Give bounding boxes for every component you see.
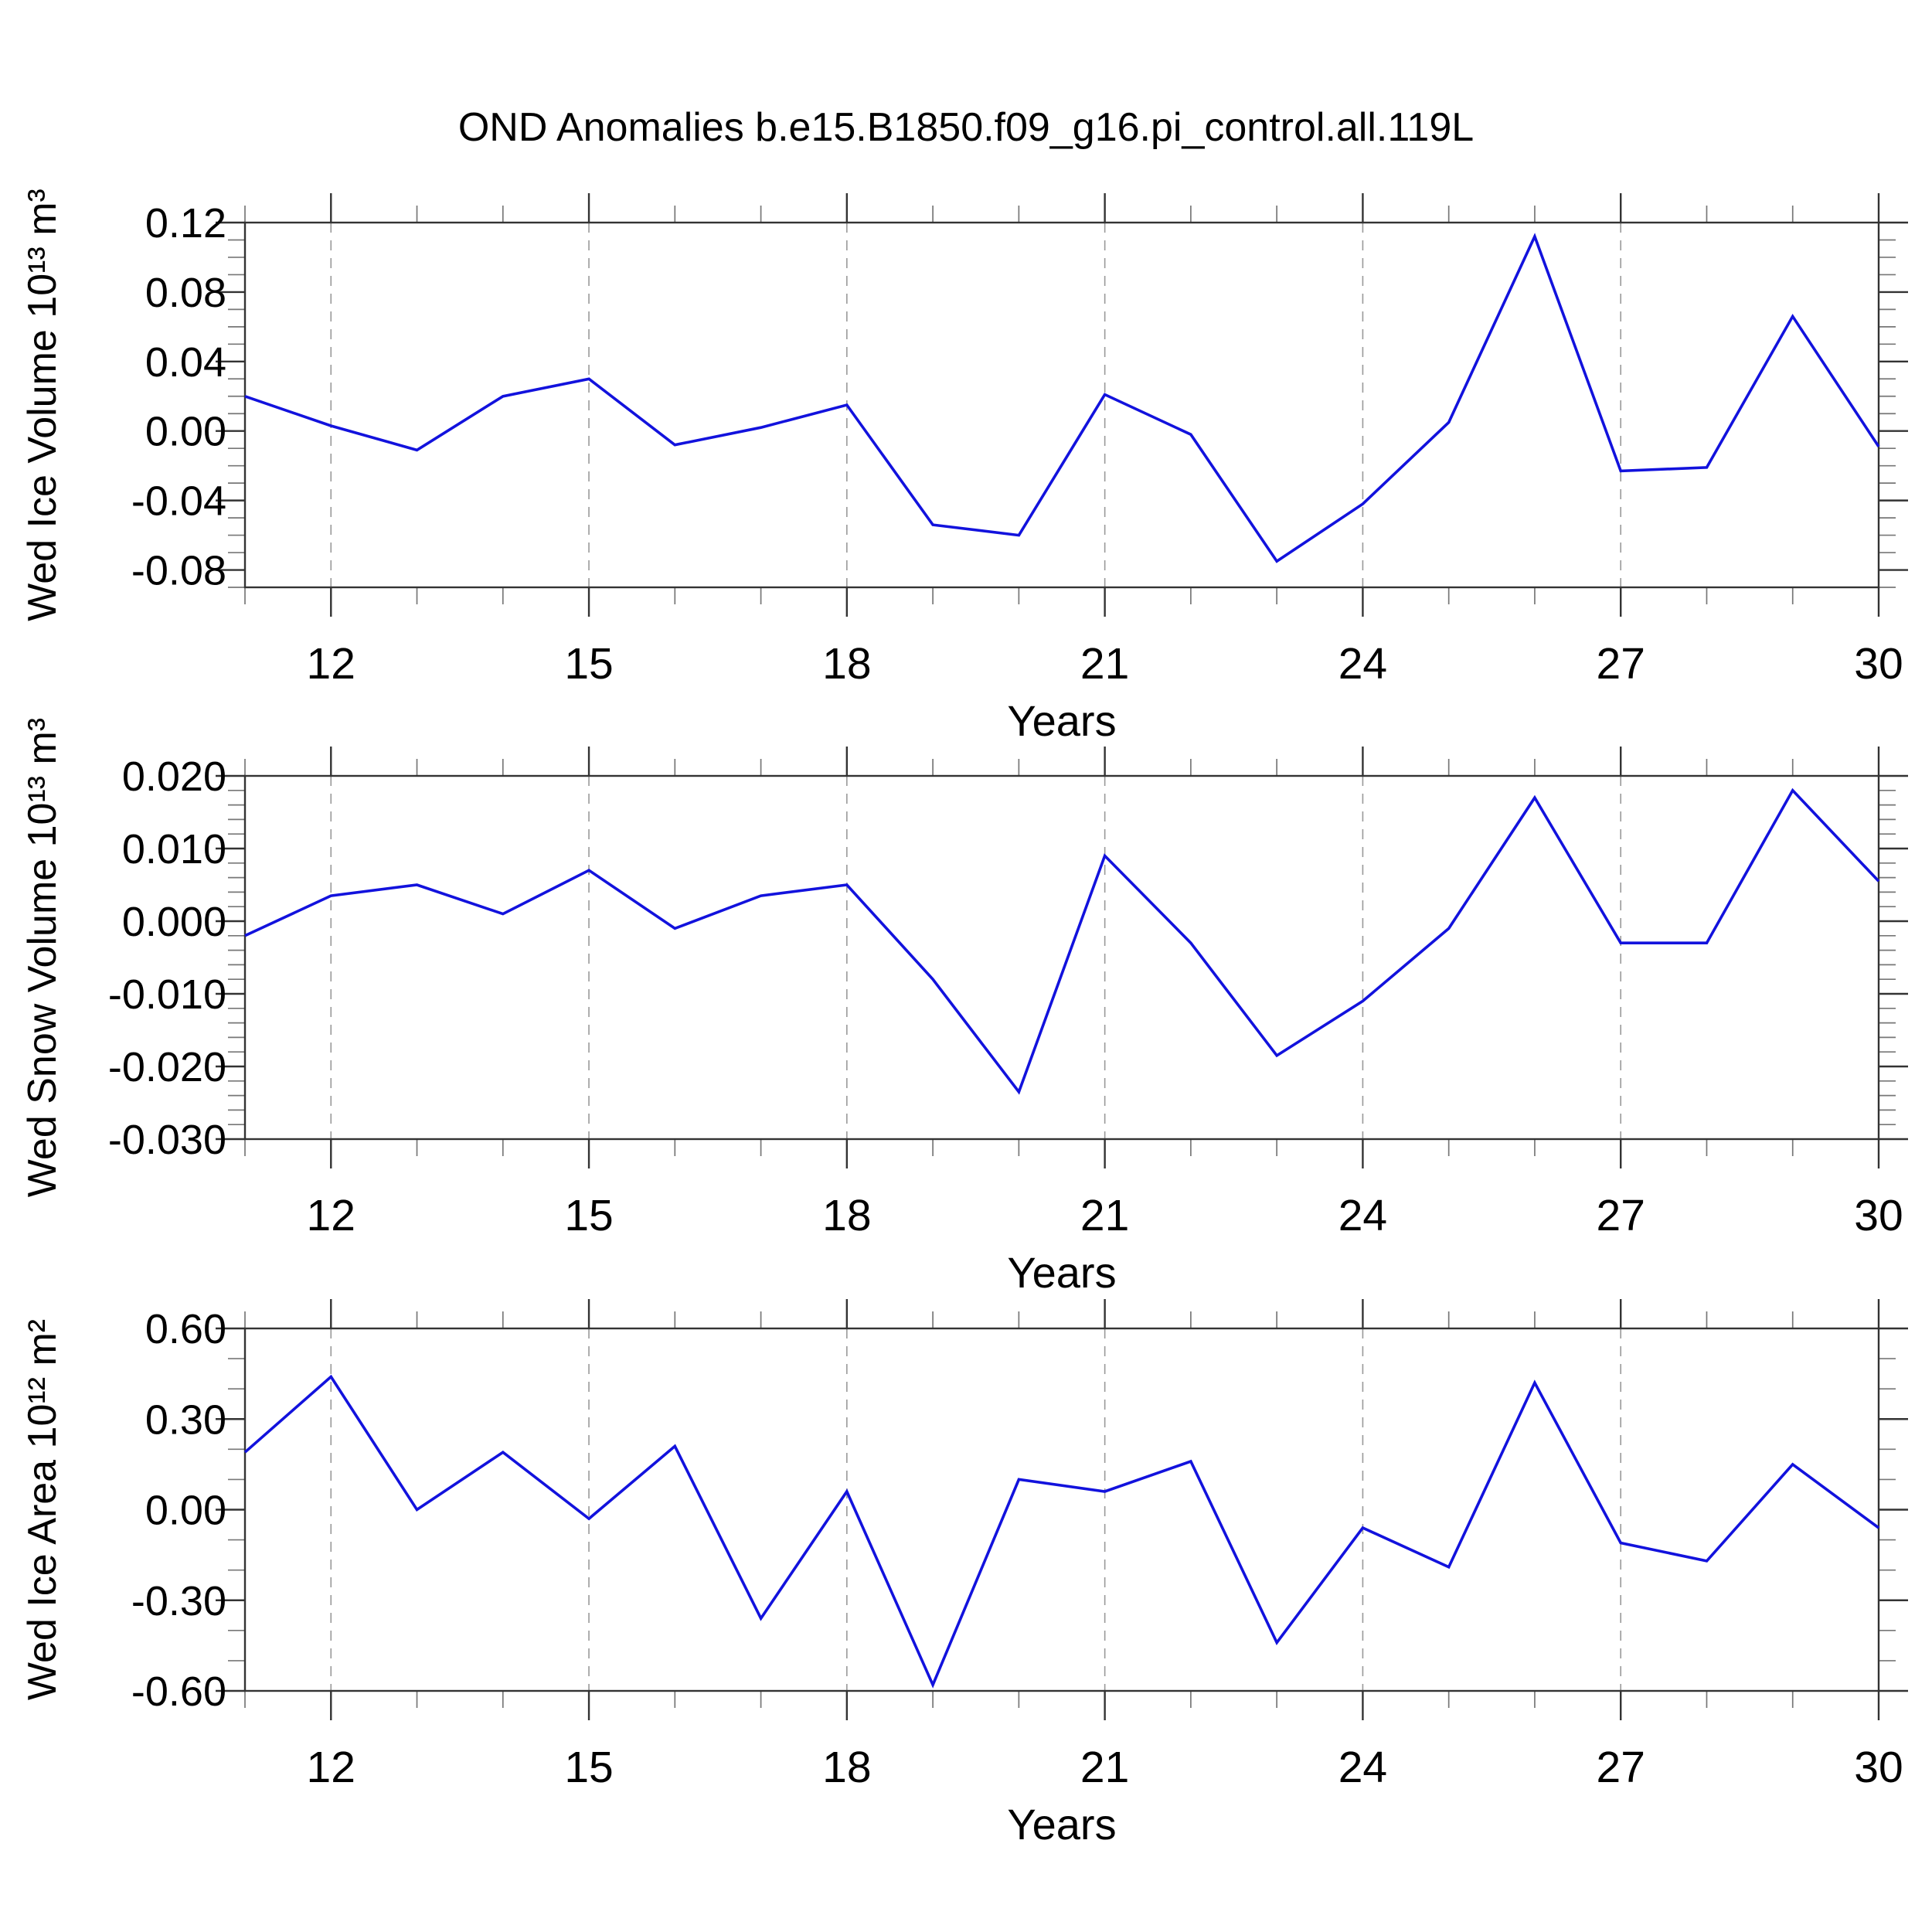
x-tick-label-12: 12: [307, 639, 355, 689]
x-tick-label-27: 27: [1597, 1743, 1645, 1792]
x-tick-label-21: 21: [1080, 639, 1129, 689]
y-tick-label: 0.000: [122, 899, 226, 945]
x-tick-label-24: 24: [1338, 1191, 1387, 1240]
x-axis-title: Years: [1007, 1800, 1116, 1849]
x-tick-label-15: 15: [564, 1191, 613, 1240]
x-tick-label-21: 21: [1080, 1743, 1129, 1792]
x-tick-label-24: 24: [1338, 639, 1387, 689]
y-axis-title-wed-snow-volume: Wed Snow Volume 10¹³ m³: [20, 718, 65, 1197]
x-tick-label-15: 15: [564, 639, 613, 689]
y-axis-title-wed-ice-area: Wed Ice Area 10¹² m²: [20, 1319, 65, 1700]
x-tick-label-12: 12: [307, 1191, 355, 1240]
x-tick-label-30: 30: [1854, 1191, 1903, 1240]
x-tick-label-21: 21: [1080, 1191, 1129, 1240]
x-axis-title: Years: [1007, 696, 1116, 745]
y-tick-label: 0.00: [145, 409, 226, 455]
x-tick-label-18: 18: [822, 1743, 871, 1792]
x-tick-label-15: 15: [564, 1743, 613, 1792]
y-tick-label: 0.010: [122, 826, 226, 872]
y-tick-label: 0.04: [145, 339, 226, 386]
y-tick-label: -0.30: [131, 1578, 226, 1624]
y-tick-label: -0.020: [108, 1044, 226, 1090]
y-tick-label: 0.020: [122, 753, 226, 800]
plot-frame: [243, 1327, 1880, 1692]
y-tick-label: 0.08: [145, 270, 226, 316]
series-line-wed-ice-volume: [244, 233, 1880, 563]
y-tick-label: -0.04: [131, 478, 226, 525]
panel-wed-snow-volume: 0.020 0.010 0.000 -0.010 -0.020 -0.030 12 15 18 2…: [20, 718, 1908, 1297]
x-tick-label-27: 27: [1597, 639, 1645, 689]
x-axis-title: Years: [1007, 1248, 1116, 1297]
x-tick-label-18: 18: [822, 1191, 871, 1240]
panel-wed-ice-area: 0.60 0.30 0.00 -0.30 -0.60 12 15 18 21 24 27 30 Year…: [20, 1299, 1908, 1849]
chart-title: OND Anomalies b.e15.B1850.f09_g16.pi_con…: [458, 105, 1474, 150]
y-tick-label: -0.010: [108, 971, 226, 1018]
panel-wed-ice-volume: 0.12 0.08 0.04 0.00 -0.04 -0.08 12 15 18 21 24 27 30…: [20, 189, 1908, 745]
x-tick-label-30: 30: [1854, 639, 1903, 689]
series-line-wed-snow-volume: [244, 787, 1880, 1095]
y-axis-title-wed-ice-volume: Wed Ice Volume 10¹³ m³: [20, 189, 65, 621]
x-tick-label-18: 18: [822, 639, 871, 689]
y-tick-label: -0.08: [131, 548, 226, 594]
x-tick-label-24: 24: [1338, 1743, 1387, 1792]
plot-frame: [243, 221, 1880, 589]
y-tick-label: 0.12: [145, 200, 226, 247]
y-tick-label: 0.60: [145, 1306, 226, 1352]
x-tick-label-27: 27: [1597, 1191, 1645, 1240]
y-tick-label: 0.00: [145, 1488, 226, 1534]
x-tick-label-30: 30: [1854, 1743, 1903, 1792]
y-tick-label: -0.60: [131, 1668, 226, 1715]
y-tick-label: 0.30: [145, 1396, 226, 1443]
panels-group: 0.12 0.08 0.04 0.00 -0.04 -0.08 12 15 18 21 24 27 30…: [20, 189, 1908, 1849]
series-line-wed-ice-area: [243, 1374, 1880, 1689]
y-tick-label: -0.030: [108, 1117, 226, 1163]
x-tick-label-12: 12: [307, 1743, 355, 1792]
plot-frame: [243, 774, 1880, 1141]
